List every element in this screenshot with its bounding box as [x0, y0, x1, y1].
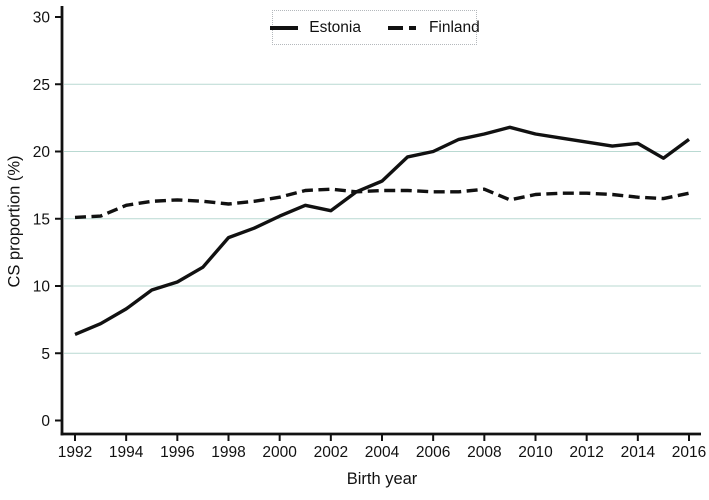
legend-item-finland: Finland	[387, 19, 480, 37]
x-tick-label-2000: 2000	[262, 444, 297, 461]
x-tick-label-2012: 2012	[569, 444, 603, 461]
x-tick-label-2014: 2014	[621, 444, 656, 461]
y-tick-label-10: 10	[33, 279, 51, 296]
series-line-finland	[74, 187, 690, 220]
y-tick-label-5: 5	[41, 346, 50, 363]
x-tick-label-1994: 1994	[109, 444, 144, 461]
x-tick-label-1996: 1996	[160, 444, 194, 461]
x-tick-label-2004: 2004	[365, 444, 400, 461]
x-tick-label-1992: 1992	[58, 444, 92, 461]
x-tick-label-1998: 1998	[211, 444, 245, 461]
legend-label-finland: Finland	[428, 18, 480, 36]
finland-line-swatch	[387, 25, 418, 30]
x-tick-label-2006: 2006	[416, 444, 450, 461]
series-line-estonia	[74, 125, 691, 336]
x-axis-title: Birth year	[346, 470, 418, 488]
estonia-line-swatch	[270, 25, 299, 30]
x-tick-label-2008: 2008	[467, 444, 501, 461]
y-tick-label-15: 15	[33, 211, 50, 228]
y-tick-label-0: 0	[41, 413, 50, 430]
x-tick-label-2016: 2016	[672, 444, 706, 461]
x-tick-label-2002: 2002	[314, 444, 348, 461]
legend: Estonia Finland	[269, 10, 480, 45]
x-tick-label-2010: 2010	[518, 444, 553, 461]
y-axis-title: CS proportion (%)	[5, 155, 24, 288]
legend-label-estonia: Estonia	[309, 18, 361, 36]
y-tick-label-30: 30	[33, 10, 51, 27]
y-tick-label-25: 25	[33, 77, 50, 94]
legend-item-estonia: Estonia	[269, 19, 361, 37]
y-tick-label-20: 20	[33, 144, 51, 161]
